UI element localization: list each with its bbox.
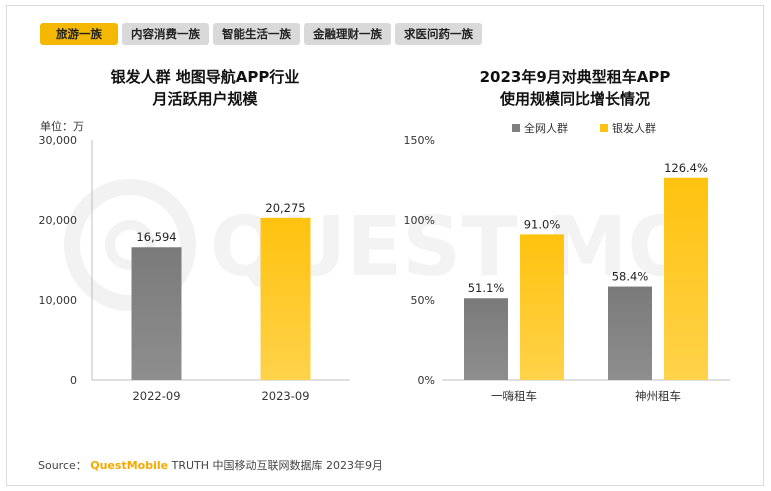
legend-swatch bbox=[600, 124, 608, 132]
tab-finance[interactable]: 金融理财一族 bbox=[304, 23, 391, 45]
source-brand: QuestMobile bbox=[90, 459, 169, 472]
left-title-line2: 月活跃用户规模 bbox=[152, 90, 258, 108]
right-title-line1: 2023年9月对典型租车APP bbox=[479, 68, 671, 86]
y-tick-label: 0 bbox=[70, 374, 77, 387]
bar-value-label: 58.4% bbox=[612, 270, 649, 284]
x-tick-label: 2022-09 bbox=[132, 389, 180, 403]
y-tick-label: 10,000 bbox=[39, 294, 78, 307]
legend-swatch bbox=[512, 124, 520, 132]
tab-travel[interactable]: 旅游一族 bbox=[40, 23, 118, 45]
left-chart-title: 银发人群 地图导航APP行业 月活跃用户规模 bbox=[60, 66, 350, 110]
right-title-line2: 使用规模同比增长情况 bbox=[499, 90, 650, 108]
source-detail: TRUTH 中国移动互联网数据库 2023年9月 bbox=[171, 459, 383, 472]
left-title-line1: 银发人群 地图导航APP行业 bbox=[110, 68, 300, 86]
bar-2022-09 bbox=[131, 247, 182, 380]
y-tick-label: 100% bbox=[404, 214, 435, 227]
bar-value-label: 16,594 bbox=[136, 230, 176, 244]
right-grouped-bar-chart: 0% 50% 100% 150% 全网人群 银发人群 51.1% 91.0% 一嗨租车 58.4%… bbox=[404, 121, 730, 403]
legend-label: 银发人群 bbox=[612, 121, 656, 135]
x-tick-label: 2023-09 bbox=[261, 389, 309, 403]
tab-content-consumption[interactable]: 内容消费一族 bbox=[122, 23, 209, 45]
bar-一嗨租车-全网人群 bbox=[464, 298, 508, 380]
x-tick-label: 神州租车 bbox=[635, 389, 681, 403]
x-tick-label: 一嗨租车 bbox=[491, 389, 537, 403]
bar-value-label: 20,275 bbox=[265, 201, 305, 215]
bar-神州租车-全网人群 bbox=[608, 286, 652, 380]
bar-2023-09 bbox=[260, 217, 311, 380]
unit-label: 单位：万 bbox=[40, 119, 84, 133]
y-tick-label: 0% bbox=[418, 374, 435, 387]
y-tick-label: 150% bbox=[404, 134, 435, 147]
legend-label: 全网人群 bbox=[524, 121, 568, 135]
bar-value-label: 126.4% bbox=[664, 161, 708, 175]
left-bar-chart: 单位：万 0 10,000 20,000 30,000 16,594 2022-09 20,2… bbox=[39, 119, 350, 403]
source-note: Source： QuestMobile TRUTH 中国移动互联网数据库 202… bbox=[38, 457, 383, 473]
source-prefix: Source： bbox=[38, 459, 87, 472]
y-tick-label: 20,000 bbox=[39, 214, 78, 227]
tab-smart-life[interactable]: 智能生活一族 bbox=[213, 23, 300, 45]
y-tick-label: 50% bbox=[411, 294, 435, 307]
bar-value-label: 51.1% bbox=[468, 281, 505, 295]
bar-一嗨租车-银发人群 bbox=[520, 234, 564, 380]
right-chart-title: 2023年9月对典型租车APP 使用规模同比增长情况 bbox=[430, 66, 720, 110]
y-tick-label: 30,000 bbox=[39, 134, 78, 147]
category-tabs: 旅游一族 内容消费一族 智能生活一族 金融理财一族 求医问药一族 bbox=[40, 23, 482, 45]
tab-medical[interactable]: 求医问药一族 bbox=[395, 23, 482, 45]
bar-value-label: 91.0% bbox=[524, 217, 561, 231]
bar-神州租车-银发人群 bbox=[664, 177, 708, 380]
